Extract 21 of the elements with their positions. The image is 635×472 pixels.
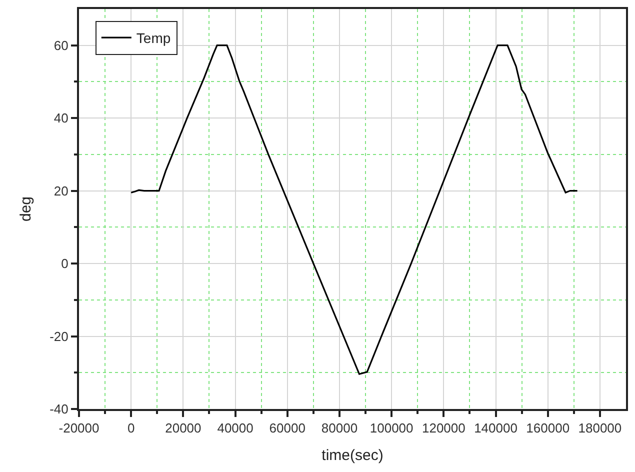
y-tick-label: 0	[61, 256, 68, 272]
y-axis-title: deg	[17, 196, 34, 222]
x-tick-label: 160000	[526, 420, 570, 436]
x-tick-label: 40000	[217, 420, 254, 436]
x-axis-title: time(sec)	[322, 447, 384, 464]
x-tick-label: -20000	[58, 420, 100, 436]
x-tick-label: 120000	[422, 420, 466, 436]
y-tick-label: 40	[54, 110, 68, 126]
x-tick-label: 80000	[321, 420, 358, 436]
y-tick-label: 60	[54, 38, 68, 53]
y-tick-label: 20	[54, 183, 68, 198]
x-tick-label: 60000	[269, 420, 306, 436]
x-tick-label: 140000	[474, 420, 518, 436]
x-tick-label: 100000	[370, 420, 414, 436]
line-series	[130, 44, 578, 375]
x-tick-label: 20000	[165, 420, 202, 436]
y-tick-label: -40	[50, 402, 68, 417]
x-tick-label: 180000	[578, 420, 622, 436]
x-tick-label: 0	[127, 420, 135, 436]
legend-label: Temp	[136, 30, 171, 46]
y-tick-label: -20	[50, 328, 68, 344]
